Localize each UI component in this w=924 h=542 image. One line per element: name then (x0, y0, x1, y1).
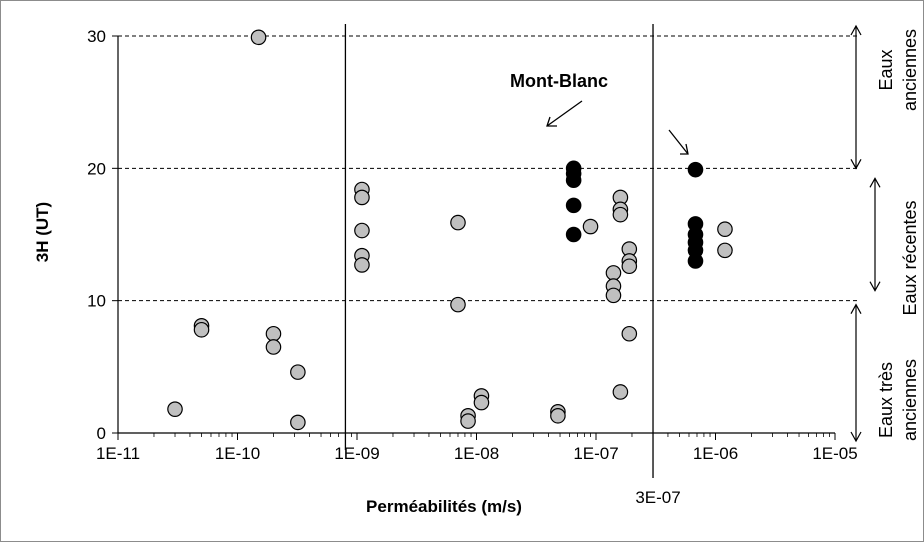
data-point-grey-13 (450, 214, 466, 231)
data-point-mont-blanc-10 (687, 253, 704, 269)
vertical-line-label: 3E-07 (635, 488, 680, 507)
x-tick-label-1E-05: 1E-05 (812, 444, 857, 463)
data-point-grey-32 (621, 325, 638, 342)
y-tick-label-0: 0 (97, 424, 106, 443)
arrow-right-head (680, 143, 689, 155)
x-tick-label-1E-09: 1E-09 (334, 444, 379, 463)
data-point-grey-27 (612, 206, 629, 223)
x-tick-label-1E-06: 1E-06 (693, 444, 738, 463)
data-point-grey-12 (354, 257, 370, 273)
annotation-arrows (546, 100, 689, 155)
y-tick-label-30: 30 (87, 27, 106, 46)
data-point-grey-2 (193, 321, 210, 338)
zone-arrow-top-0 (850, 24, 862, 36)
data-point-mont-blanc-4 (565, 226, 582, 243)
zone-label-1-0: Eaux récentes (900, 200, 920, 315)
data-point-grey-33 (717, 221, 733, 238)
data-point-mont-blanc-2 (565, 172, 582, 189)
mont-blanc-annotation: Mont-Blanc (510, 71, 608, 91)
zone-label-0-0: Eaux (876, 49, 896, 90)
data-point-grey-7 (290, 414, 306, 431)
data-point-grey-14 (450, 296, 466, 313)
tick-labels: 0 10 20 30 1E-11 1E-10 1E-09 1E-08 1E-07 1E-06 1E-… (87, 27, 858, 463)
data-point-grey-24 (605, 287, 622, 304)
x-axis-title: Perméabilités (m/s) (366, 497, 522, 516)
zone-label-2-1: anciennes (900, 359, 920, 441)
data-point-grey-10 (354, 222, 370, 239)
arrow-left-head (546, 116, 557, 127)
zone-arrow-top-1 (869, 177, 881, 188)
data-point-grey-5 (265, 339, 282, 355)
x-tick-label-1E-10: 1E-10 (215, 444, 260, 463)
data-point-mont-blanc-3 (565, 197, 582, 214)
zone-arrow-bottom-1 (869, 281, 881, 292)
data-point-grey-9 (354, 189, 370, 206)
y-axis-title: 3H (UT) (33, 202, 52, 262)
data-points (167, 29, 733, 431)
x-tick-label-1E-08: 1E-08 (454, 444, 499, 463)
axes (112, 35, 836, 440)
zone-arrow-bottom-2 (850, 431, 862, 443)
data-point-grey-3 (250, 29, 267, 46)
zone-label-0-1: anciennes (900, 29, 920, 111)
data-point-grey-22 (605, 265, 622, 281)
data-point-grey-20 (550, 407, 566, 424)
data-point-grey-16 (460, 413, 476, 429)
data-point-grey-31 (621, 258, 638, 275)
arrow-right (668, 129, 689, 155)
zone-label-2-0: Eaux très (876, 362, 896, 438)
data-point-grey-6 (290, 364, 306, 380)
data-point-grey-18 (473, 394, 490, 411)
data-point-grey-28 (612, 384, 629, 400)
y-tick-label-20: 20 (87, 159, 106, 178)
data-point-grey-0 (167, 401, 183, 417)
y-tick-label-10: 10 (87, 292, 106, 311)
data-point-grey-34 (717, 242, 733, 259)
data-point-mont-blanc-5 (687, 161, 704, 178)
arrow-left (546, 100, 583, 127)
x-tick-label-1E-11: 1E-11 (96, 444, 140, 463)
data-point-grey-21 (582, 218, 599, 235)
zone-arrow-top-2 (850, 303, 862, 314)
grid-lines (118, 24, 860, 478)
data-point-grey-4 (265, 325, 282, 342)
x-tick-label-1E-07: 1E-07 (573, 444, 618, 463)
zone-arrow-bottom-0 (850, 159, 862, 170)
